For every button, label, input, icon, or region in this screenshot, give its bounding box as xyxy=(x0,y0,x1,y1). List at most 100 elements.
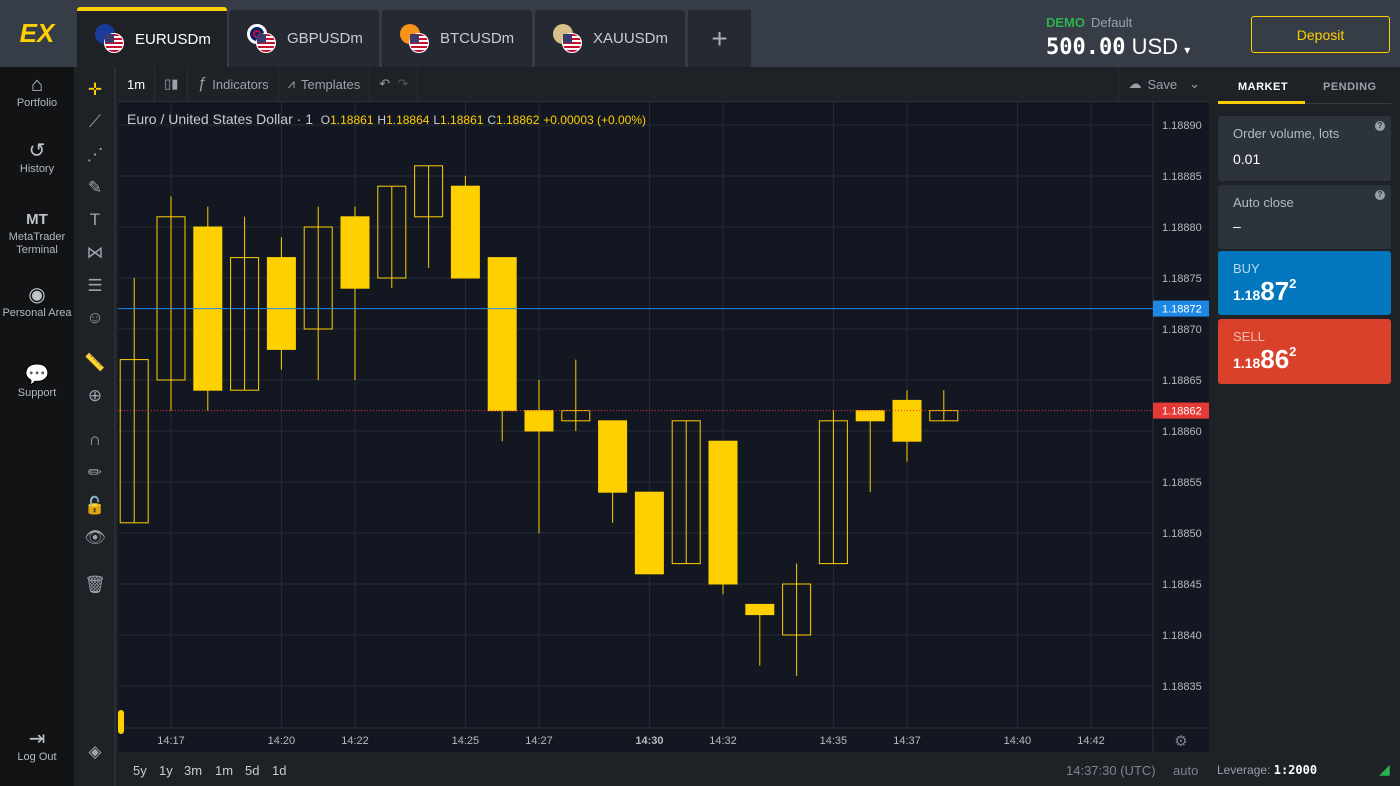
candle-bullish xyxy=(303,226,333,330)
time-tick-label: 14:17 xyxy=(157,735,185,747)
time-tick-label: 14:27 xyxy=(525,735,553,747)
currency: USD xyxy=(1131,34,1179,59)
trash-icon[interactable]: 🗑 xyxy=(84,575,106,594)
sidebar-item-history[interactable]: ↺ History xyxy=(0,140,74,176)
chat-icon: 💬 xyxy=(24,364,50,386)
drawing-toolbar: ✛ ⟋ ⋰ ✎ T ⋈ ☰ ☺ 📏 ⊕ ∩ ✏ 🔓 👁 🗑 ◈ xyxy=(74,67,116,786)
symbol-name: Euro / United States Dollar xyxy=(127,111,293,127)
sidebar-item-personal-area[interactable]: ◉ Personal Area xyxy=(0,285,74,320)
metatrader-icon: MT xyxy=(26,211,48,228)
chart-canvas[interactable]: 1.18890 1.18885 1.18880 1.18875 1.18870 1.188… xyxy=(118,102,1209,752)
range-3m[interactable]: 3m xyxy=(184,763,203,778)
low-value: 1.18861 xyxy=(440,113,484,127)
range-5d[interactable]: 5d xyxy=(245,763,260,778)
trendline-icon[interactable]: ⟋ xyxy=(89,112,101,131)
layers-icon[interactable]: ◈ xyxy=(88,742,102,761)
magnet-icon[interactable]: ∩ xyxy=(88,430,102,449)
low-label: L xyxy=(433,113,441,127)
clock: 14:37:30 (UTC) xyxy=(1066,763,1156,778)
brush-icon[interactable]: ✎ xyxy=(87,178,103,197)
pattern-icon[interactable]: ⋈ xyxy=(86,243,104,262)
tab-market[interactable]: MARKET xyxy=(1238,81,1289,93)
briefcase-icon: ⌂ xyxy=(30,74,44,96)
sidebar-item-label: MetaTrader Terminal xyxy=(8,231,66,256)
candle-bearish xyxy=(892,399,922,442)
deposit-button[interactable]: Deposit xyxy=(1251,16,1390,53)
save-button[interactable]: ☁ Save ⌄ xyxy=(1118,66,1209,102)
price-chart[interactable]: 1.18890 1.18885 1.18880 1.18875 1.18870 1.188… xyxy=(118,102,1209,752)
auto-close-field[interactable]: ? Auto close – xyxy=(1218,185,1391,249)
sidebar-item-portfolio[interactable]: ⌂ Portfolio xyxy=(0,74,74,110)
sell-button[interactable]: SELL 1.18862 xyxy=(1218,319,1391,384)
leverage-value: 1:2000 xyxy=(1273,763,1318,777)
price-tick-label: 1.18865 xyxy=(1162,375,1202,387)
time-tick-label: 14:30 xyxy=(635,735,663,747)
eye-icon[interactable]: 👁 xyxy=(84,528,106,547)
sidebar-item-support[interactable]: 💬 Support xyxy=(0,364,74,400)
price-tick-label: 1.18870 xyxy=(1162,324,1202,336)
templates-button[interactable]: ⩘ Templates xyxy=(279,66,371,102)
time-tick-label: 14:25 xyxy=(452,735,480,747)
history-icon: ↺ xyxy=(28,140,46,162)
buy-price-fraction: 2 xyxy=(1289,276,1297,291)
sidebar-item-logout[interactable]: ⇥ Log Out xyxy=(0,729,74,764)
price-tick-label: 1.18880 xyxy=(1162,222,1202,234)
candle-bearish xyxy=(450,185,480,279)
xau-usd-flag-icon xyxy=(553,23,583,54)
indicators-button[interactable]: ƒ Indicators xyxy=(188,66,279,102)
price-tick-label: 1.18835 xyxy=(1162,681,1202,693)
crosshair-icon[interactable]: ✛ xyxy=(87,80,103,99)
balance: 500.00 xyxy=(1046,35,1126,60)
range-1d[interactable]: 1d xyxy=(272,763,287,778)
bid-price-label: 1.18862 xyxy=(1162,406,1202,418)
undo-redo: ↶ ↷ xyxy=(370,66,419,102)
help-icon[interactable]: ? xyxy=(1375,121,1385,131)
tab-xauusdm[interactable]: XAUUSDm xyxy=(535,10,685,67)
fib-icon[interactable]: ⋰ xyxy=(86,145,104,164)
sidebar-item-label: Log Out xyxy=(17,751,57,763)
buy-label: BUY xyxy=(1233,261,1260,276)
volume-value[interactable]: 0.01 xyxy=(1233,151,1261,167)
sidebar-item-metatrader[interactable]: MT MetaTrader Terminal xyxy=(0,211,74,257)
price-tick-label: 1.18890 xyxy=(1162,120,1202,132)
buy-button[interactable]: BUY 1.18872 xyxy=(1218,251,1391,315)
prediction-icon[interactable]: ☰ xyxy=(87,276,103,295)
add-tab-button[interactable]: + xyxy=(688,10,751,67)
unlock-icon[interactable]: 🔓 xyxy=(84,496,106,515)
change-value: +0.00003 (+0.00%) xyxy=(543,113,647,127)
zoom-in-icon[interactable]: ⊕ xyxy=(87,386,103,405)
tab-eurusdm[interactable]: EURUSDm xyxy=(77,7,227,67)
range-1y[interactable]: 1y xyxy=(159,763,173,778)
connection-signal-icon: ◢ xyxy=(1379,761,1390,777)
logo[interactable]: EX xyxy=(0,0,74,67)
price-tick-label: 1.18850 xyxy=(1162,528,1202,540)
lock-drawing-icon[interactable]: ✏ xyxy=(87,463,103,482)
tab-btcusdm[interactable]: BTCUSDm xyxy=(382,10,532,67)
ruler-icon[interactable]: 📏 xyxy=(84,353,106,372)
logo-mark: EX xyxy=(19,18,55,48)
account-info[interactable]: DEMO Default 500.00 USD ▾ xyxy=(1046,14,1190,60)
eur-usd-flag-icon xyxy=(95,24,125,54)
interval-button[interactable]: 1m xyxy=(118,66,156,102)
sidebar-item-label: History xyxy=(19,163,55,175)
time-tick-label: 14:32 xyxy=(709,735,737,747)
candle-style-button[interactable]: ▯▮ xyxy=(155,66,189,102)
tab-gbpusdm[interactable]: GBPUSDm xyxy=(229,10,379,67)
autoclose-value: – xyxy=(1233,218,1241,234)
order-volume-field[interactable]: ? Order volume, lots 0.01 xyxy=(1218,116,1391,181)
undo-icon[interactable]: ↶ xyxy=(379,76,391,91)
text-icon[interactable]: T xyxy=(89,210,101,229)
gbp-usd-flag-icon xyxy=(247,23,277,54)
time-tick-label: 14:37 xyxy=(893,735,921,747)
sell-label: SELL xyxy=(1233,329,1265,344)
help-icon[interactable]: ? xyxy=(1375,190,1385,200)
auto-scale-button[interactable]: auto xyxy=(1173,763,1199,778)
range-5y[interactable]: 5y xyxy=(133,763,147,778)
account-name: Default xyxy=(1091,15,1133,30)
redo-icon[interactable]: ↷ xyxy=(397,76,409,91)
range-1m[interactable]: 1m xyxy=(215,763,234,778)
buy-price-prefix: 1.18 xyxy=(1233,287,1261,303)
account-type: DEMO xyxy=(1046,15,1085,30)
tab-pending[interactable]: PENDING xyxy=(1323,81,1377,93)
emoji-icon[interactable]: ☺ xyxy=(86,308,104,327)
